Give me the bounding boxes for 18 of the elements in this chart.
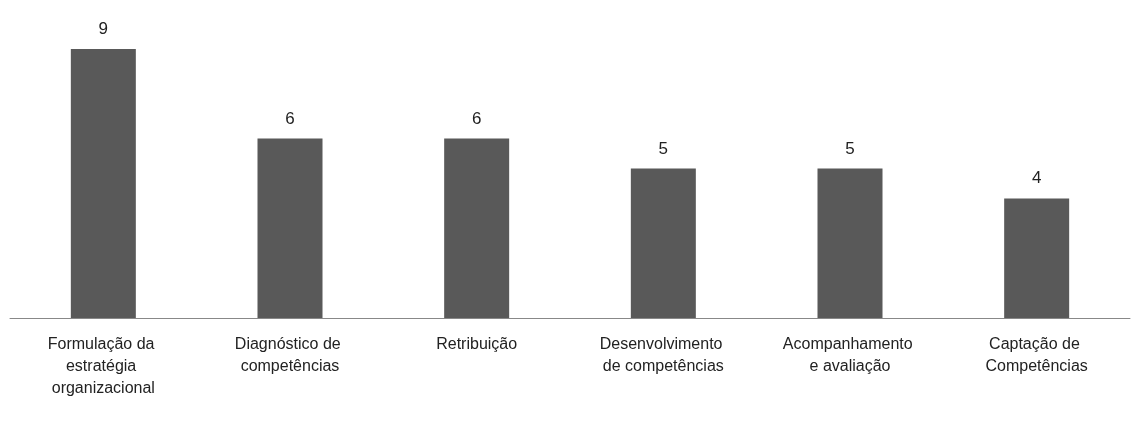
data-label: 6 [471, 108, 482, 128]
data-label: 4 [1031, 168, 1042, 188]
bar [257, 138, 323, 318]
bar [1004, 198, 1070, 318]
x-tick-label: Desenvolvimento de competências [599, 334, 727, 374]
data-label: 6 [285, 108, 295, 128]
bar [70, 48, 136, 318]
x-tick-label: Acompanhamento e avaliação [782, 334, 918, 374]
bar [444, 138, 510, 318]
x-tick-label: Captação de Competências [985, 334, 1088, 374]
x-tick-label: Retribuição [436, 334, 518, 352]
bar [630, 168, 696, 318]
x-tick-label: Formulação da estratégia organizacional [47, 334, 159, 396]
bar [817, 168, 883, 318]
data-label: 5 [845, 138, 855, 158]
x-tick-label: Diagnóstico de competências [234, 334, 346, 374]
data-label: 9 [98, 18, 109, 38]
data-label: 5 [658, 138, 669, 158]
